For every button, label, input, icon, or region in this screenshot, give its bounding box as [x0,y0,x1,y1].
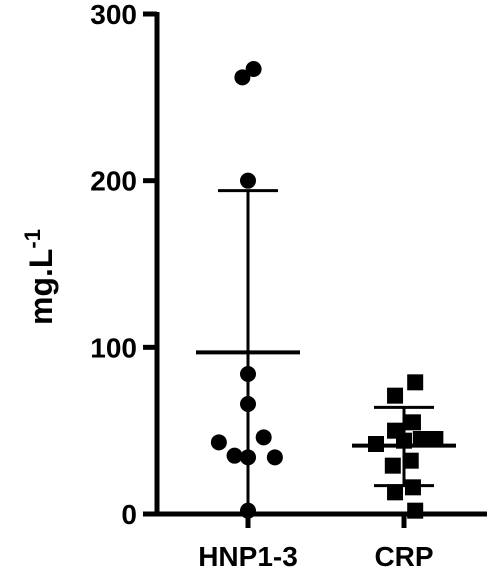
data-point-hnp [245,61,262,77]
data-point-crp [396,432,412,449]
data-point-hnp [240,502,256,519]
y-tick-label: 200 [90,166,137,197]
data-point-hnp [266,449,283,466]
data-point-crp [404,479,421,496]
data-point-crp [387,387,404,404]
data-point-hnp [240,172,256,189]
data-point-crp [404,414,421,431]
y-axis: 0 100 200 300 [90,0,160,530]
y-axis-title: mg.L-1 [20,229,59,325]
y-tick-label: 100 [90,332,137,363]
data-point-hnp [240,449,256,466]
data-point-hnp [210,434,227,451]
x-axis: HNP1-3 CRP [155,511,487,572]
data-point-hnp [255,429,272,446]
data-point-crp [387,484,404,501]
data-point-hnp [240,366,256,382]
data-point-crp [412,431,429,447]
data-point-crp [368,436,384,452]
data-point-hnp [234,69,251,86]
data-point-hnp [226,447,243,464]
data-points [210,61,444,519]
y-tick-label: 300 [90,0,137,30]
data-point-crp [384,457,401,474]
x-tick-label: HNP1-3 [198,541,298,572]
data-point-hnp [240,396,256,412]
y-tick-label: 0 [121,499,137,530]
data-point-crp [407,502,424,519]
data-point-crp [407,374,424,391]
data-point-crp [402,452,419,469]
data-point-crp [427,431,444,447]
x-tick-label: CRP [374,541,433,572]
